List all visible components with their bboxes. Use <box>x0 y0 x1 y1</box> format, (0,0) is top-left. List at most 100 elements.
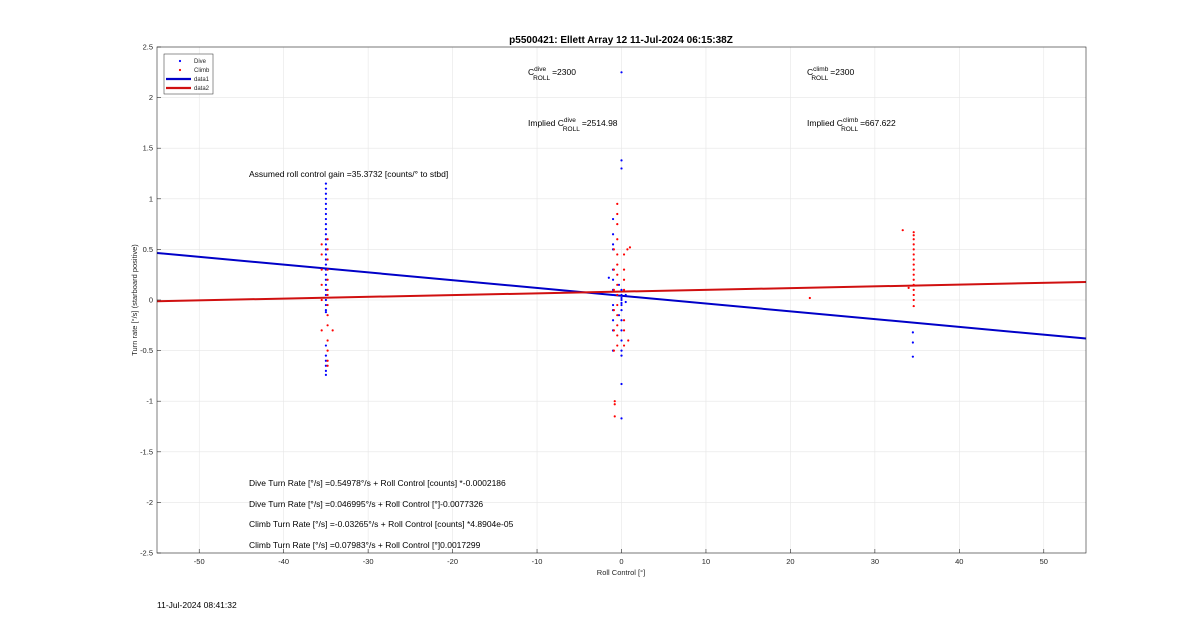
climb-point <box>627 339 630 342</box>
climb-point <box>912 268 915 271</box>
x-tick-label: 50 <box>1040 557 1048 566</box>
climb-point <box>613 400 616 403</box>
legend-label-climb: Climb <box>194 68 210 74</box>
fit-line-2: Dive Turn Rate [°/s] =0.046995°/s + Roll… <box>249 499 483 509</box>
dive-point <box>324 283 328 286</box>
dive-point <box>620 288 623 291</box>
series-dive <box>324 71 914 420</box>
climb-point <box>616 334 619 337</box>
dive-point <box>324 182 328 185</box>
climb-point <box>622 288 626 291</box>
climb-point <box>616 263 619 266</box>
legend-marker-dive <box>178 59 182 63</box>
dive-point <box>611 303 615 307</box>
climb-point <box>622 319 626 322</box>
dive-point <box>324 243 328 246</box>
climb-point <box>320 253 323 256</box>
dive-point <box>911 355 914 358</box>
climb-point <box>626 248 629 251</box>
climb-point <box>616 223 619 226</box>
dive-point <box>624 300 627 304</box>
legend-label-data1: data1 <box>194 77 210 83</box>
climb-point <box>320 283 323 286</box>
dive-point <box>324 263 328 266</box>
fit-line-data2 <box>156 280 1087 303</box>
dive-point <box>324 192 328 195</box>
climb-point <box>616 344 619 347</box>
dive-point <box>324 298 328 302</box>
climb-point <box>326 324 329 327</box>
climb-point <box>616 253 619 256</box>
climb-point <box>622 268 626 271</box>
dive-point <box>324 268 328 271</box>
dive-point <box>324 273 328 276</box>
fit-line-4: Climb Turn Rate [°/s] =0.07983°/s + Roll… <box>249 540 481 550</box>
legend-label-dive: Dive <box>194 59 207 65</box>
climb-point <box>612 329 615 332</box>
climb-point <box>326 248 329 251</box>
climb-point <box>612 268 615 271</box>
dive-point <box>620 417 623 420</box>
climb-point <box>326 288 329 291</box>
climb-point <box>331 329 334 332</box>
dive-point <box>620 349 623 352</box>
climb-point <box>320 298 323 302</box>
dive-point <box>324 359 328 362</box>
dive-point <box>611 278 615 281</box>
y-tick-label: 1.5 <box>143 144 153 153</box>
climb-point <box>326 258 329 261</box>
x-tick-label: 20 <box>786 557 794 566</box>
climb-point <box>616 238 619 241</box>
series-climb <box>320 202 915 418</box>
x-tick-label: 0 <box>619 557 623 566</box>
y-tick-label: 2.5 <box>143 43 153 52</box>
c-roll-climb-annotation: Cclimb ROLL=2300 <box>807 66 854 82</box>
y-tick-label: -2 <box>146 498 153 507</box>
climb-point <box>326 293 329 297</box>
y-tick-label: 0.5 <box>143 245 153 254</box>
implied-climb-annotation: Implied Cclimb ROLL=667.622 <box>807 117 896 133</box>
x-tick-label: -10 <box>532 557 543 566</box>
dive-point <box>324 303 328 307</box>
x-tick-label: 40 <box>955 557 963 566</box>
climb-point <box>912 304 915 308</box>
climb-point <box>616 273 619 276</box>
climb-point <box>326 339 329 342</box>
climb-point <box>912 273 915 276</box>
y-tick-label: -2.5 <box>140 549 153 558</box>
climb-point <box>901 229 904 232</box>
climb-point <box>912 263 915 266</box>
dive-point <box>611 319 615 322</box>
y-tick-label: 2 <box>149 93 153 102</box>
climb-point <box>907 286 910 289</box>
dive-point <box>324 253 328 256</box>
climb-point <box>912 231 915 234</box>
dive-point <box>620 309 623 312</box>
fit-line-3: Climb Turn Rate [°/s] =-0.03265°/s + Rol… <box>249 519 514 529</box>
climb-point <box>622 253 626 256</box>
climb-point <box>912 278 915 281</box>
climb-point <box>912 258 915 261</box>
climb-point <box>616 293 619 297</box>
dive-point <box>324 248 328 251</box>
dive-point <box>324 364 328 367</box>
climb-point <box>616 324 619 327</box>
climb-point <box>326 278 329 281</box>
dive-point <box>620 167 623 170</box>
dive-point <box>911 331 914 334</box>
dive-point <box>324 258 328 261</box>
climb-point <box>912 238 915 241</box>
y-tick-label: 0 <box>149 296 153 305</box>
x-tick-label: -30 <box>363 557 374 566</box>
dive-point <box>620 298 623 302</box>
dive-point <box>617 283 621 286</box>
y-tick-label: -1.5 <box>140 447 153 456</box>
x-tick-label: -50 <box>194 557 205 566</box>
legend: Dive Climb data1 data2 <box>163 53 214 95</box>
dive-point <box>324 223 328 226</box>
dive-point <box>624 293 627 297</box>
x-tick-label: 30 <box>871 557 879 566</box>
climb-point <box>616 303 619 307</box>
dive-point <box>620 319 623 322</box>
